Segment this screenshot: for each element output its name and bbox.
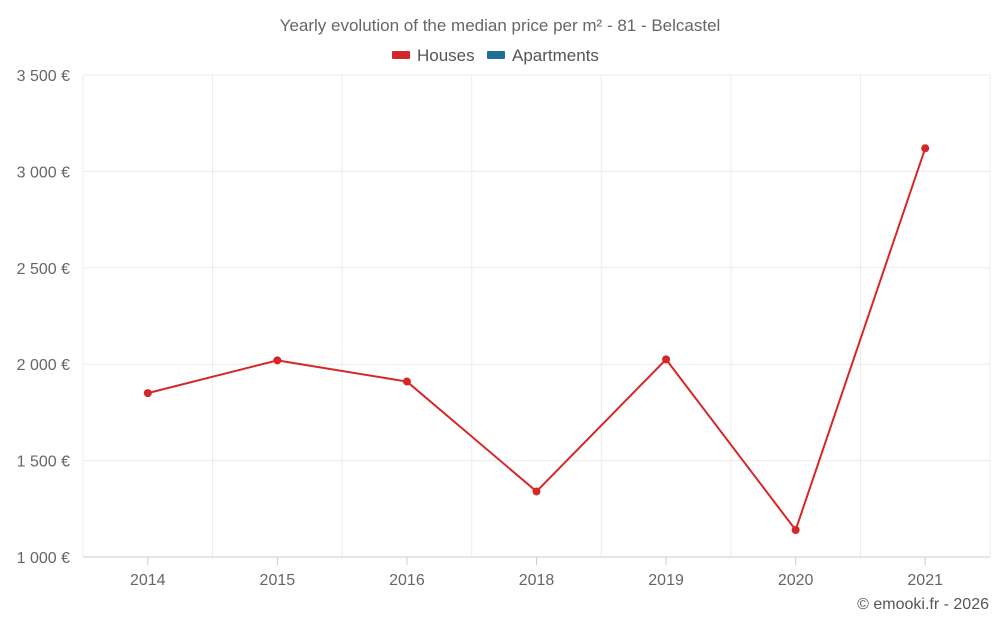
y-tick-label: 2 500 € [17,261,70,278]
legend: Houses Apartments [392,46,599,65]
x-tick-label: 2020 [778,572,814,589]
y-tick-label: 3 000 € [17,164,70,181]
data-point[interactable] [662,355,671,364]
x-tick-label: 2015 [260,572,296,589]
data-point[interactable] [791,526,800,535]
data-point[interactable] [402,377,411,386]
series-houses [143,144,930,535]
y-tick-label: 2 000 € [17,357,70,374]
data-point[interactable] [532,487,541,496]
legend-label-houses: Houses [417,46,475,65]
legend-swatch-apartments [487,51,505,59]
x-tick-label: 2021 [907,572,943,589]
legend-item-apartments[interactable]: Apartments [487,46,599,65]
grid [82,74,991,558]
x-axis-ticks: 2014 2015 2016 2018 2019 2020 2021 [130,557,943,589]
data-point[interactable] [143,389,152,398]
x-tick-label: 2016 [389,572,425,589]
legend-swatch-houses [392,51,410,59]
x-tick-label: 2014 [130,572,166,589]
legend-label-apartments: Apartments [512,46,599,65]
series-line [147,147,927,532]
x-tick-label: 2019 [648,572,684,589]
chart-title: Yearly evolution of the median price per… [280,16,721,35]
x-tick-label: 2018 [519,572,555,589]
y-tick-label: 3 500 € [17,68,70,85]
data-point[interactable] [273,356,282,365]
credit-text: © emooki.fr - 2026 [857,596,989,613]
data-point[interactable] [921,144,930,153]
y-axis-ticks: 1 000 € 1 500 € 2 000 € 2 500 € 3 000 € 3 500… [17,68,70,567]
legend-item-houses[interactable]: Houses [392,46,475,65]
y-tick-label: 1 500 € [17,454,70,471]
y-tick-label: 1 000 € [17,550,70,567]
